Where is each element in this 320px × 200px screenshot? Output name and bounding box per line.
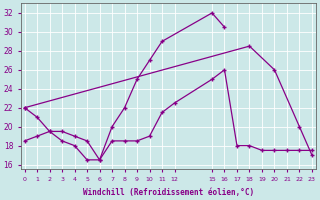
X-axis label: Windchill (Refroidissement éolien,°C): Windchill (Refroidissement éolien,°C) [83, 188, 254, 197]
